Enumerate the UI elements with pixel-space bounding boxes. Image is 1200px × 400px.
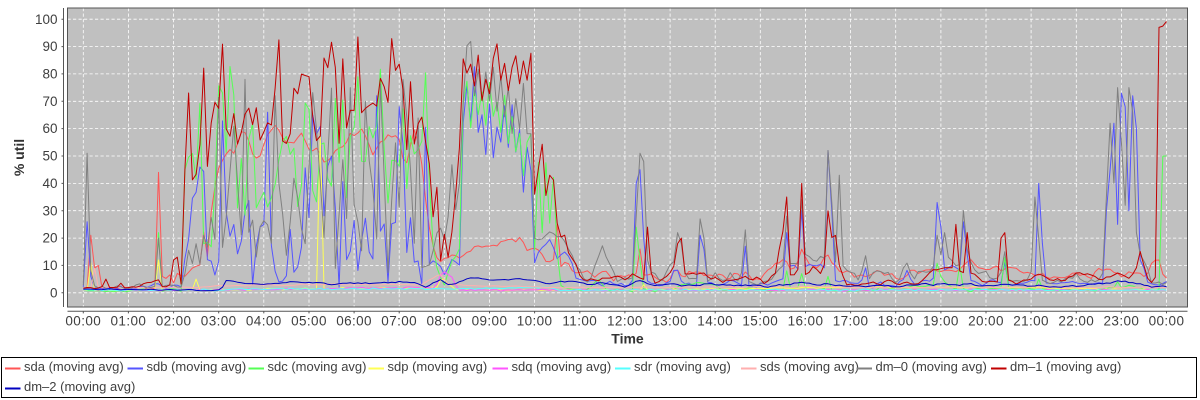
svg-text:dm–1 (moving avg): dm–1 (moving avg) <box>1010 359 1121 374</box>
svg-text:40: 40 <box>42 176 57 191</box>
svg-text:dm–0 (moving avg): dm–0 (moving avg) <box>876 359 987 374</box>
svg-text:sdb (moving avg): sdb (moving avg) <box>147 359 247 374</box>
svg-text:07:00: 07:00 <box>381 314 417 329</box>
svg-text:13:00: 13:00 <box>652 314 688 329</box>
svg-text:16:00: 16:00 <box>788 314 824 329</box>
svg-text:sdq (moving avg): sdq (moving avg) <box>512 359 612 374</box>
svg-text:04:00: 04:00 <box>246 314 282 329</box>
svg-text:sds (moving avg): sds (moving avg) <box>760 359 859 374</box>
svg-text:06:00: 06:00 <box>336 314 372 329</box>
svg-text:50: 50 <box>42 149 57 164</box>
svg-text:10:00: 10:00 <box>517 314 553 329</box>
svg-text:09:00: 09:00 <box>472 314 508 329</box>
svg-text:19:00: 19:00 <box>923 314 959 329</box>
svg-text:70: 70 <box>42 94 57 109</box>
svg-text:100: 100 <box>35 12 58 27</box>
svg-text:30: 30 <box>42 203 57 218</box>
svg-text:00:00: 00:00 <box>65 314 101 329</box>
svg-text:01:00: 01:00 <box>111 314 147 329</box>
svg-text:sdp (moving avg): sdp (moving avg) <box>388 359 488 374</box>
svg-text:20: 20 <box>42 231 57 246</box>
svg-text:90: 90 <box>42 39 57 54</box>
svg-text:17:00: 17:00 <box>833 314 869 329</box>
svg-text:02:00: 02:00 <box>156 314 192 329</box>
svg-text:05:00: 05:00 <box>291 314 327 329</box>
svg-text:20:00: 20:00 <box>968 314 1004 329</box>
svg-text:18:00: 18:00 <box>878 314 914 329</box>
svg-text:dm–2 (moving avg): dm–2 (moving avg) <box>24 379 135 394</box>
svg-text:60: 60 <box>42 121 57 136</box>
svg-text:08:00: 08:00 <box>427 314 463 329</box>
svg-text:23:00: 23:00 <box>1104 314 1140 329</box>
svg-text:00:00: 00:00 <box>1149 314 1185 329</box>
svg-text:10: 10 <box>42 258 57 273</box>
svg-text:22:00: 22:00 <box>1058 314 1094 329</box>
svg-text:Time: Time <box>611 331 644 347</box>
svg-text:sdc (moving avg): sdc (moving avg) <box>268 359 367 374</box>
svg-text:14:00: 14:00 <box>697 314 733 329</box>
svg-text:21:00: 21:00 <box>1013 314 1049 329</box>
svg-text:% util: % util <box>11 139 27 176</box>
svg-text:11:00: 11:00 <box>562 314 597 329</box>
svg-text:12:00: 12:00 <box>607 314 643 329</box>
svg-text:sdr (moving avg): sdr (moving avg) <box>634 359 731 374</box>
svg-text:sda (moving avg): sda (moving avg) <box>24 359 124 374</box>
svg-text:15:00: 15:00 <box>742 314 778 329</box>
svg-text:80: 80 <box>42 67 57 82</box>
svg-text:03:00: 03:00 <box>201 314 237 329</box>
svg-text:0: 0 <box>50 285 58 300</box>
